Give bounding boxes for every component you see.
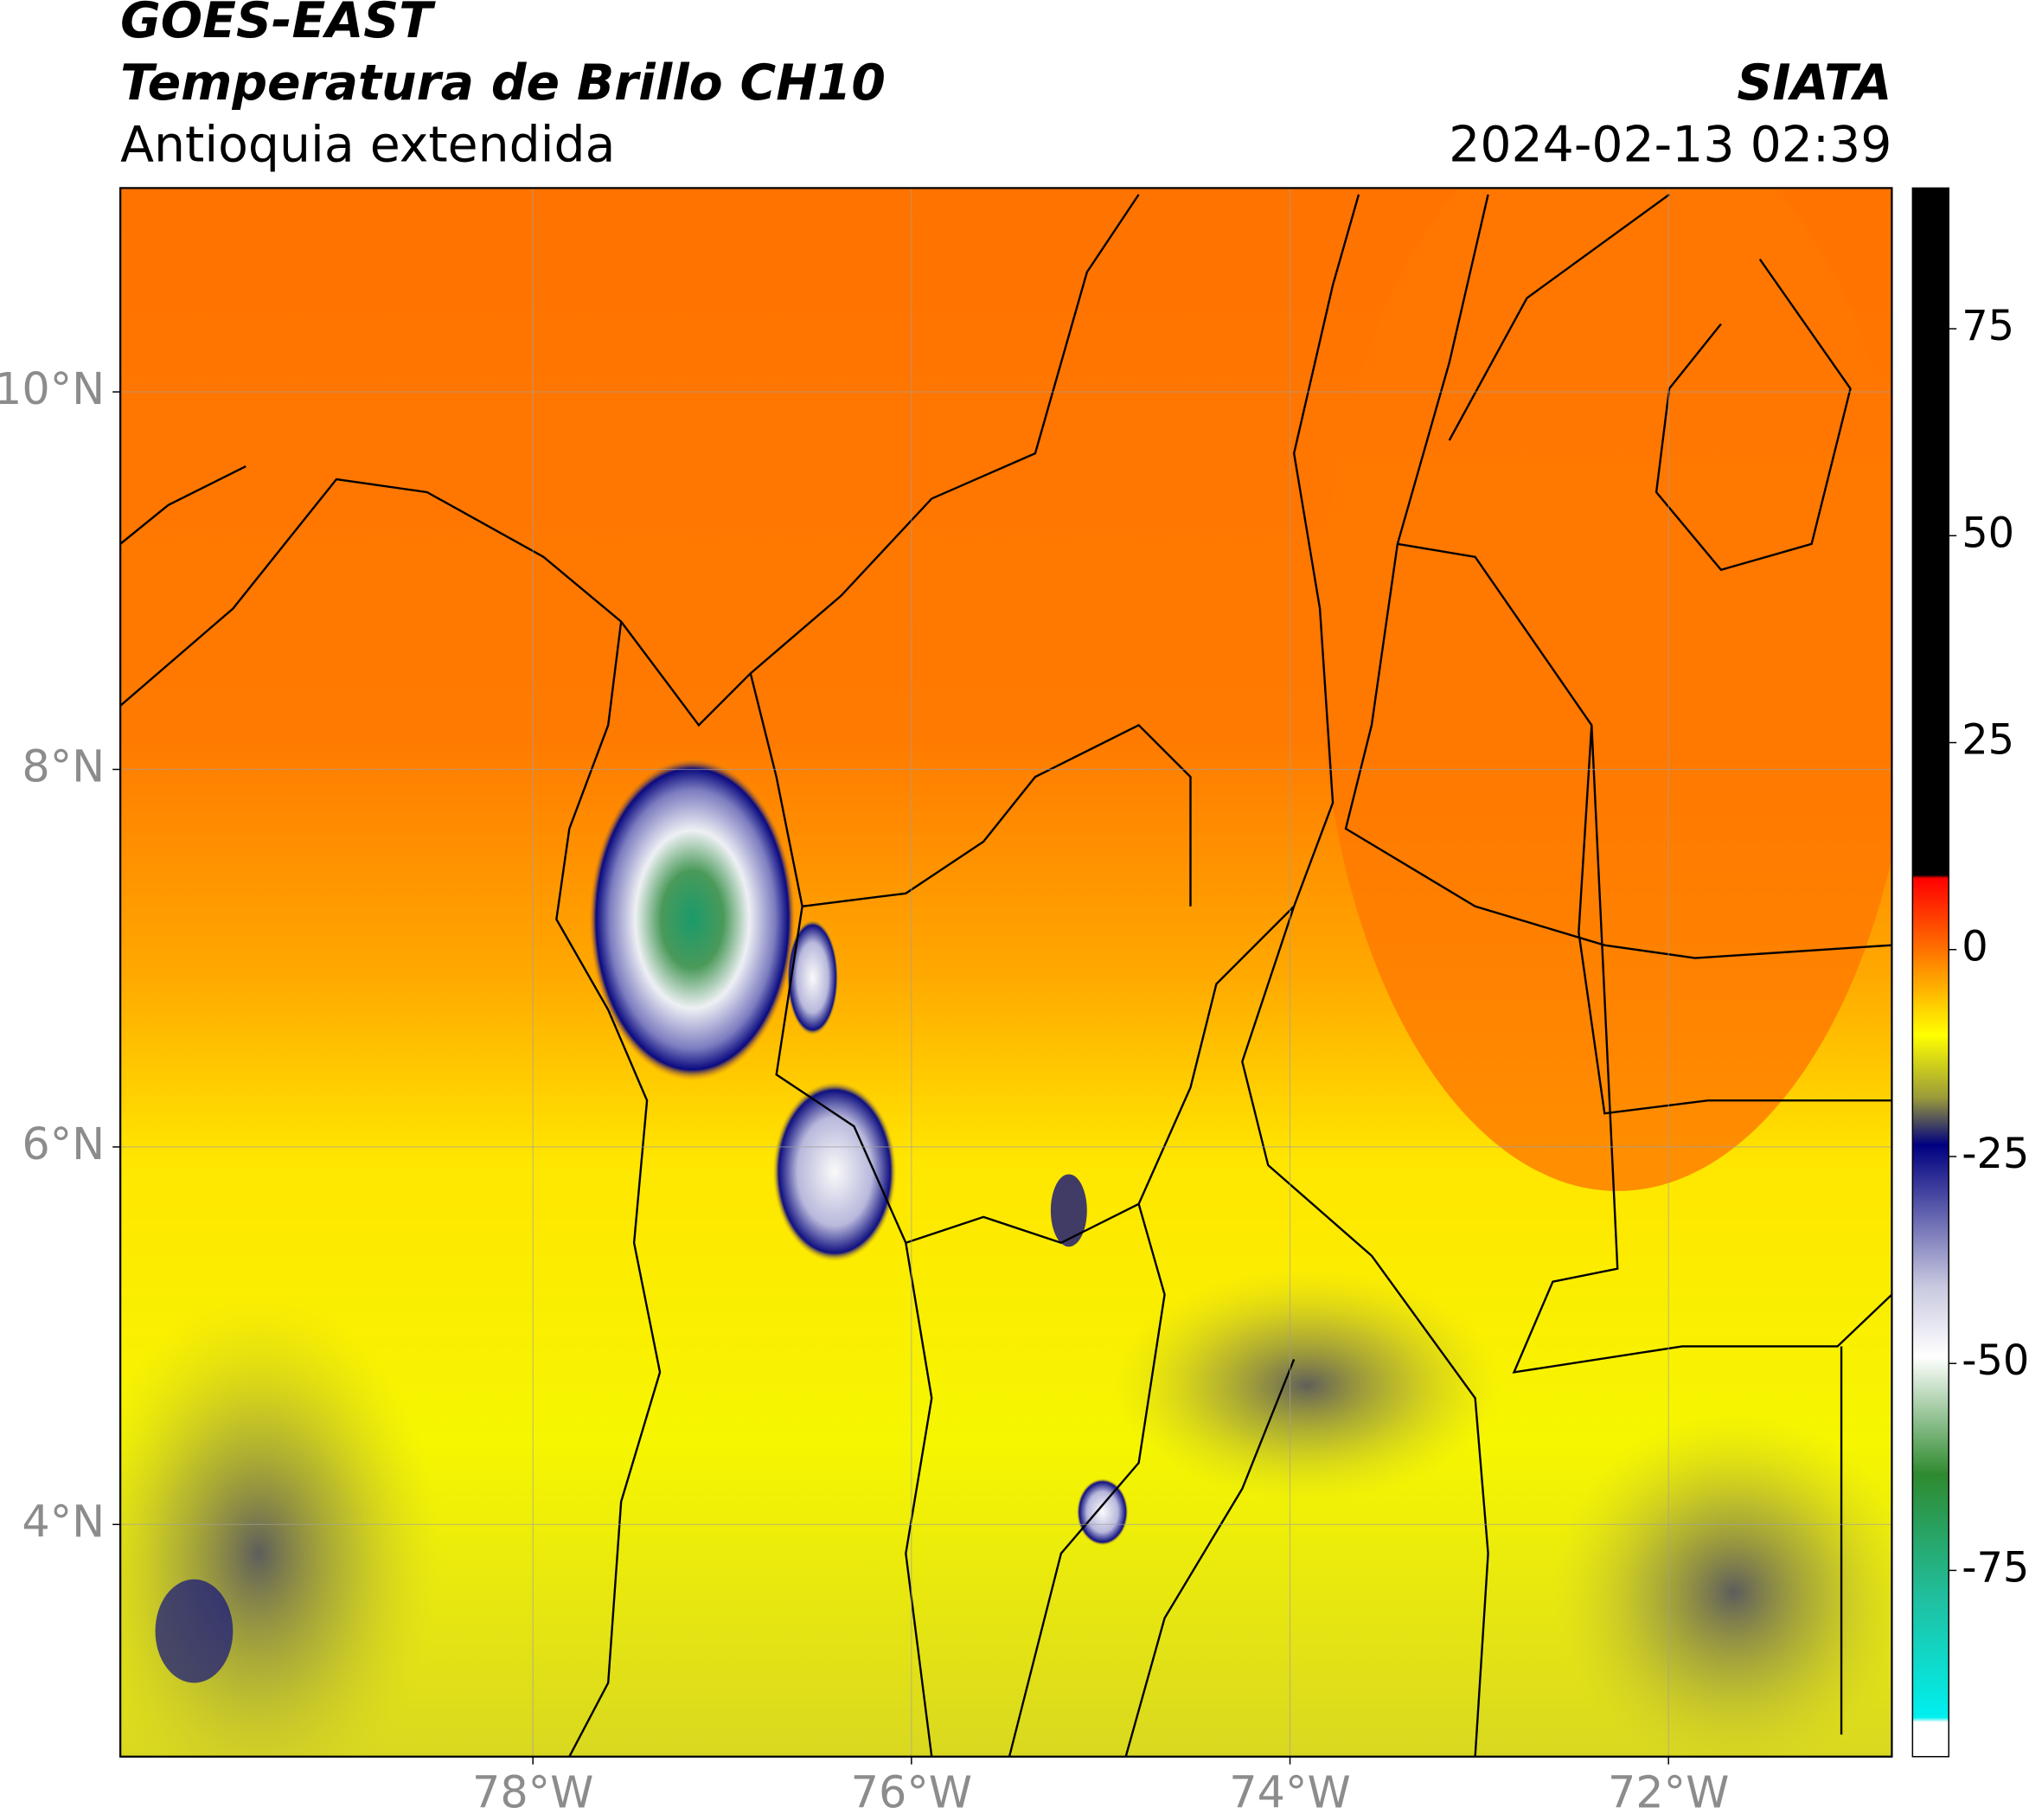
storm-cell [588, 757, 797, 1081]
storm-cell [772, 1080, 897, 1263]
colorbar-label: 0 [1962, 924, 1987, 971]
colorbar-label: 25 [1962, 717, 2014, 765]
colorbar-label: -75 [1962, 1544, 2029, 1592]
y-tick-label: 6°N [22, 1118, 105, 1170]
colorbar-label: -50 [1962, 1337, 2029, 1385]
y-tick-label: 8°N [22, 740, 105, 791]
storm-cell [786, 919, 839, 1036]
colorbar [1911, 187, 1949, 1758]
x-tick-label: 72°W [1608, 1767, 1729, 1817]
datetime: 2024-02-13 02:39 [1449, 117, 1891, 174]
source: SIATA [1737, 54, 1891, 112]
warm-area [1320, 188, 1892, 1191]
colorbar-label: -25 [1962, 1131, 2029, 1178]
cloud-haze [120, 1294, 440, 1757]
storm-cell [1076, 1478, 1129, 1546]
y-tick-label: 4°N [22, 1496, 105, 1547]
cloud-haze [155, 1579, 234, 1683]
region: Antioquia extendida [120, 117, 615, 174]
satellite: GOES-EAST [120, 0, 436, 49]
product: Temperatura de Brillo CH10 [120, 54, 886, 112]
grid [120, 188, 1892, 1757]
storm-cell [1050, 1174, 1087, 1247]
borders [120, 193, 1892, 1757]
cloud-haze [1552, 1411, 1892, 1757]
map-frame [119, 187, 1893, 1758]
cloud-haze [1112, 1268, 1501, 1502]
colorbar-label: 50 [1962, 509, 2014, 557]
x-tick-label: 78°W [472, 1767, 593, 1817]
x-tick-label: 74°W [1229, 1767, 1350, 1817]
colorbar-label: 75 [1962, 303, 2014, 350]
x-tick-label: 76°W [851, 1767, 972, 1817]
map-imagery [120, 188, 1892, 1757]
y-tick-label: 10°N [0, 363, 105, 414]
